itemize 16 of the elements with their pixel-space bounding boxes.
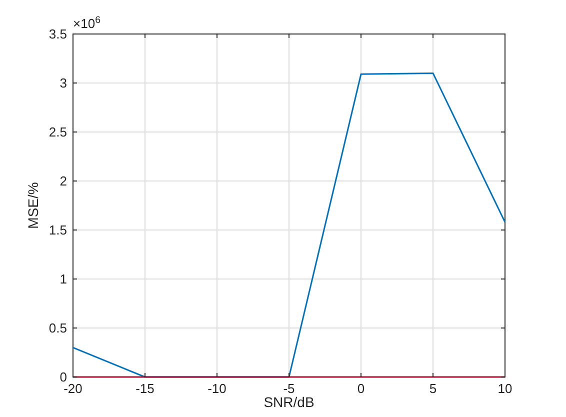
x-tick-label: 5 bbox=[429, 381, 437, 396]
y-axis-title: MSE/% bbox=[25, 182, 41, 229]
x-tick-label: -15 bbox=[136, 381, 154, 396]
y-tick-label: 2 bbox=[60, 174, 67, 188]
y-tick-label: 3 bbox=[60, 76, 67, 90]
y-tick-label: 2.5 bbox=[48, 124, 67, 140]
y-tick-label: 1.5 bbox=[48, 222, 67, 238]
x-tick-label: -5 bbox=[283, 381, 295, 396]
y-tick-label: 3.5 bbox=[48, 26, 67, 42]
y-tick-label: 0.5 bbox=[48, 320, 67, 336]
x-tick-label: 0 bbox=[357, 381, 365, 396]
text: ×10$^{6}$ bbox=[73, 14, 100, 31]
y-tick-label: 1 bbox=[60, 272, 67, 286]
x-tick-label: 10 bbox=[498, 381, 512, 396]
x-tick-label: -10 bbox=[208, 381, 226, 396]
x-axis-title: SNR/dB bbox=[264, 394, 314, 410]
